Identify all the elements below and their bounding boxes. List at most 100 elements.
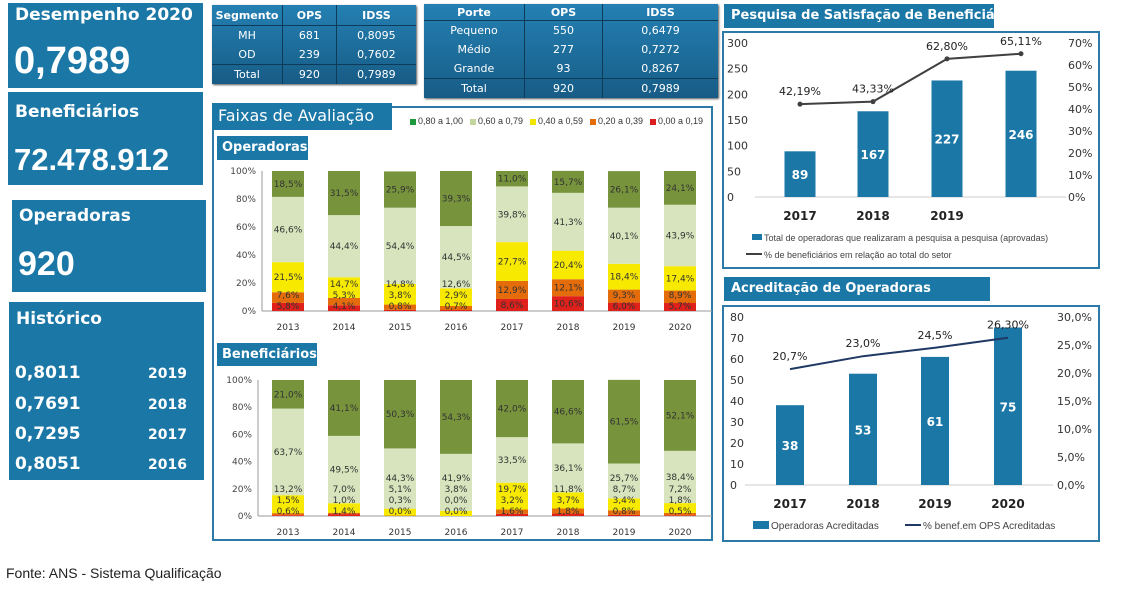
- y2-tick-label: 10,0%: [1057, 423, 1092, 436]
- bar-value-label: 8,7%: [613, 485, 636, 495]
- cell: OD: [212, 45, 283, 65]
- y-tick-label: 150: [727, 114, 748, 127]
- cell: 920: [282, 64, 337, 84]
- y-tick-label: 80%: [236, 195, 256, 205]
- bar-value-label: 44,3%: [386, 474, 415, 484]
- bar-segment: [440, 453, 472, 511]
- x-tick-label: 2019: [930, 209, 963, 223]
- y-tick-label: 40: [730, 395, 744, 408]
- bar-segment: [384, 508, 416, 516]
- bar-value-label: 7,2%: [669, 485, 692, 495]
- bar-value-label: 39,8%: [498, 210, 527, 220]
- historico-value: 0,7295: [15, 424, 81, 444]
- bar-value-label: 38: [782, 439, 799, 453]
- bar-value-label: 1,4%: [333, 507, 356, 517]
- bar-segment: [552, 192, 584, 251]
- x-tick-label: 2018: [557, 528, 580, 538]
- bar-segment: [384, 207, 416, 284]
- bar-segment: [384, 171, 416, 208]
- x-tick-label: 2017: [783, 209, 816, 223]
- bar-value-label: 18,5%: [274, 180, 303, 190]
- bar-value-label: 3,4%: [613, 496, 636, 506]
- bar-value-label: 43,9%: [666, 231, 695, 241]
- legend-item: 0,60 a 0,79: [470, 116, 523, 126]
- y-tick-label: 40%: [232, 458, 252, 468]
- bar-value-label: 17,4%: [666, 274, 695, 284]
- bar-value-label: 0,8%: [613, 507, 636, 517]
- bar-segment: [440, 288, 472, 306]
- bar-value-label: 41,9%: [442, 474, 471, 484]
- y-tick-label: 20%: [236, 279, 256, 289]
- bar-value-label: 44,5%: [442, 253, 471, 263]
- bar-segment: [328, 512, 360, 515]
- bar-segment: [552, 508, 584, 514]
- bar-value-label: 5,8%: [277, 302, 300, 312]
- bar-segment: [272, 495, 304, 514]
- bar-value-label: 41,1%: [330, 404, 359, 414]
- bar-value-label: 5,1%: [389, 485, 412, 495]
- bar-segment: [664, 290, 696, 304]
- bar-segment: [496, 509, 528, 514]
- bar-value-label: 50,3%: [386, 410, 415, 420]
- legend-label: 0,20 a 0,39: [598, 116, 644, 126]
- x-tick-label: 2020: [669, 323, 692, 333]
- legend-item: 0,40 a 0,59: [530, 116, 583, 126]
- y-tick-label: 50: [730, 374, 744, 387]
- size-table: Porte OPS IDSS Pequeno 550 0,6479 Médio 277 0,…: [424, 4, 718, 98]
- bar-value-label: 5,7%: [669, 302, 692, 312]
- bar-value-label: 36,1%: [554, 464, 583, 474]
- x-tick-label: 2013: [277, 323, 300, 333]
- bar-segment: [272, 292, 304, 303]
- bar-segment: [440, 305, 472, 311]
- x-tick-label: 2020: [669, 528, 692, 538]
- bar-value-label: 227: [934, 133, 959, 147]
- x-tick-label: 2017: [501, 323, 524, 333]
- kpi-desempenho-title: Desempenho 2020: [15, 5, 193, 25]
- y2-tick-label: 10%: [1068, 169, 1092, 182]
- y2-tick-label: 30,0%: [1057, 311, 1092, 324]
- cell: 0,6479: [641, 24, 680, 37]
- bar-value-label: 1,6%: [501, 507, 524, 517]
- x-tick-label: 2016: [445, 528, 468, 538]
- bar-segment: [552, 492, 584, 509]
- bar-segment: [496, 186, 528, 243]
- bar-segment: [328, 380, 360, 436]
- y-tick-label: 250: [727, 63, 748, 76]
- y-tick-label: 200: [727, 88, 748, 101]
- cell: Total: [212, 64, 283, 84]
- bar: [849, 373, 877, 485]
- bar-value-label: 0,0%: [445, 496, 468, 506]
- y-tick-label: 20%: [232, 485, 252, 495]
- bar-segment: [272, 262, 304, 293]
- bar-segment: [272, 196, 304, 263]
- bar-segment: [664, 303, 696, 311]
- bar-segment: [608, 514, 640, 516]
- bar-segment: [384, 448, 416, 509]
- legend-label: % benef.em OPS Acreditadas: [923, 521, 1055, 532]
- bar: [994, 327, 1022, 485]
- bar-value-label: 3,2%: [501, 496, 524, 506]
- bar-value-label: 53: [855, 423, 872, 437]
- bar-value-label: 4,1%: [333, 302, 356, 312]
- bar-value-label: 7,0%: [333, 485, 356, 495]
- line-value-label: 62,80%: [926, 40, 968, 53]
- cell: 0,7989: [336, 64, 416, 84]
- y-tick-label: 80: [730, 311, 744, 324]
- bar-value-label: 54,3%: [442, 413, 471, 423]
- historico-row: 0,7295 2017: [15, 423, 195, 445]
- bar-segment: [328, 171, 360, 216]
- bar-value-label: 49,5%: [330, 466, 359, 476]
- bar-value-label: 44,4%: [330, 242, 359, 252]
- historico-value: 0,8011: [15, 363, 81, 383]
- y-tick-label: 40%: [236, 251, 256, 261]
- bar-segment: [664, 380, 696, 451]
- line-value-label: 43,33%: [852, 83, 894, 96]
- bar-segment: [552, 380, 584, 444]
- cell: 93: [524, 59, 603, 79]
- y2-tick-label: 0%: [1068, 191, 1085, 204]
- bar-value-label: 1,8%: [557, 507, 580, 517]
- y-tick-label: 100%: [226, 376, 252, 386]
- bar-value-label: 9,3%: [613, 291, 636, 301]
- bar-value-label: 21,5%: [274, 273, 303, 283]
- bar-segment: [496, 380, 528, 438]
